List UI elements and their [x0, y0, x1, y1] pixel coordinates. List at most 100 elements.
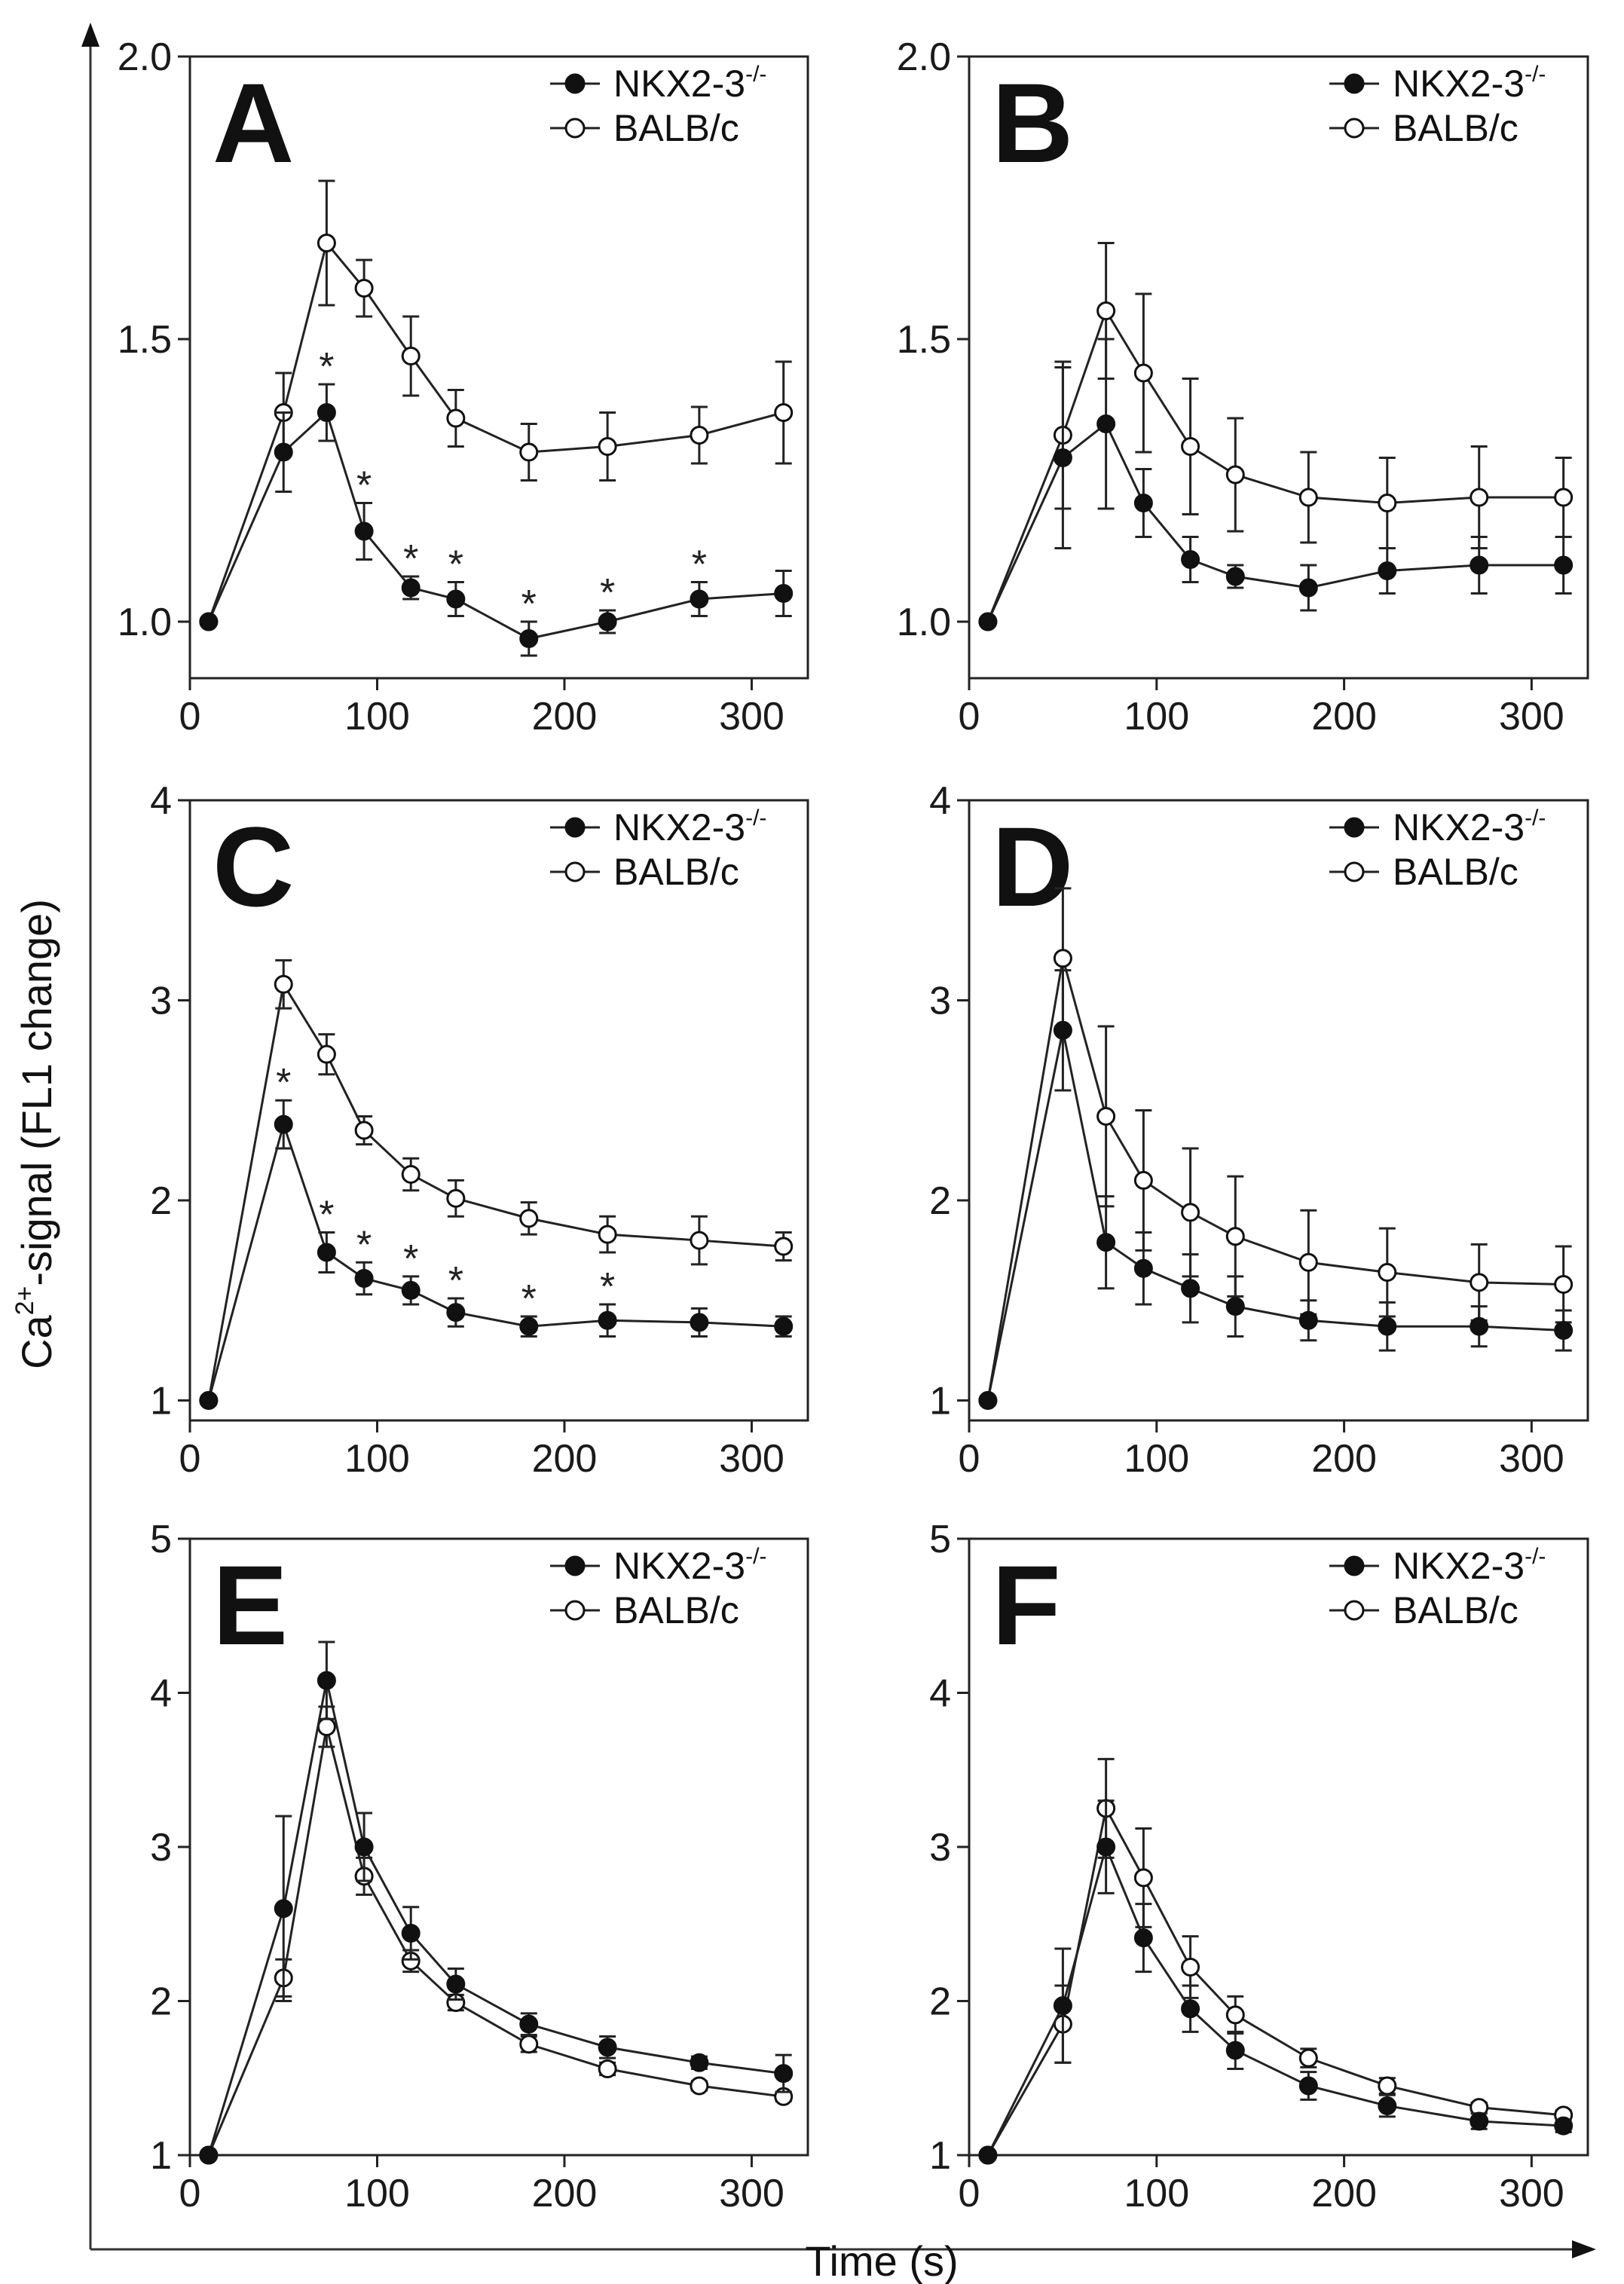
- panel-a-xtick-label-1: 100: [344, 695, 410, 738]
- panel-a-significance-star-4: *: [403, 537, 418, 581]
- panel-c-point-balbc-8: [690, 1231, 709, 1250]
- panel-a-point-balbc-2: [317, 234, 336, 252]
- panel-c-point-nkx-6: [519, 1316, 539, 1336]
- panel-a-line-nkx: [207, 410, 784, 641]
- panel-d-point-nkx-7: [1378, 1316, 1397, 1336]
- panel-f-point-nkx-3: [1133, 1928, 1153, 1948]
- panel-d-xtick-label-1: 100: [1124, 1437, 1189, 1481]
- panel-c-point-nkx-3: [354, 1269, 374, 1289]
- panel-c-point-balbc-9: [774, 1237, 794, 1256]
- panel-b-point-balbc-4: [1181, 437, 1200, 456]
- legend-marker-nkx: [564, 817, 586, 838]
- panel-f-ytick-label-0: 1: [929, 2134, 951, 2178]
- panel-e-series-balbc: [199, 1705, 794, 2165]
- panel-e-xtick-label-1: 100: [344, 2172, 410, 2215]
- panel-b-point-balbc-2: [1096, 301, 1116, 320]
- panel-a-point-nkx-6: [519, 629, 539, 648]
- panel-c-significance-star-5: *: [448, 1259, 463, 1303]
- panel-b-line-balbc: [986, 307, 1564, 622]
- panel-e-xtick-label-0: 0: [179, 2172, 201, 2215]
- panel-a-significance-star-3: *: [356, 464, 372, 508]
- panel-c-xtick-label-1: 100: [344, 1437, 410, 1481]
- panel-c-xtick-label-2: 200: [532, 1437, 598, 1481]
- panel-e-ytick-label-4: 5: [150, 1518, 172, 1561]
- panel-a-point-balbc-3: [354, 279, 374, 298]
- panel-e-ytick-label-1: 2: [150, 1980, 172, 2024]
- panel-d-point-nkx-3: [1133, 1258, 1153, 1278]
- panel-d-point-balbc-3: [1133, 1170, 1153, 1190]
- legend-label-nkx: NKX2-3-/-: [1393, 62, 1546, 105]
- panel-c-point-nkx-5: [446, 1303, 466, 1322]
- legend-marker-balbc: [564, 118, 586, 139]
- panel-e-xtick-label-2: 200: [532, 2172, 598, 2215]
- legend-marker-nkx: [564, 1555, 586, 1576]
- legend-label-balbc: BALB/c: [1393, 107, 1518, 149]
- panel-b-ytick-label-1: 1.5: [897, 318, 951, 362]
- panel-a-frame: [188, 55, 809, 680]
- panel-c-xtick-label-3: 300: [719, 1437, 784, 1481]
- panel-d-ytick-label-3: 4: [929, 779, 951, 823]
- panel-d-point-nkx-1: [1053, 1020, 1072, 1040]
- panel-a-significance-star-5: *: [448, 543, 463, 587]
- panel-c-point-nkx-7: [598, 1310, 617, 1330]
- legend-label-nkx: NKX2-3-/-: [1393, 1544, 1546, 1587]
- panel-c-significance-star-4: *: [403, 1237, 418, 1281]
- panel-e-point-nkx-7: [598, 2038, 617, 2057]
- panel-f-point-balbc-7: [1378, 2076, 1397, 2096]
- figure-y-label: Ca2+-signal (FL1 change): [11, 899, 60, 1369]
- panel-d-point-nkx-0: [978, 1390, 998, 1410]
- panel-a-point-balbc-5: [446, 408, 466, 428]
- panel-b-xtick-label-1: 100: [1124, 695, 1189, 738]
- panel-e-point-nkx-5: [446, 1974, 466, 1994]
- panel-b-legend: NKX2-3-/-BALB/c: [1329, 62, 1546, 149]
- panel-e-letter: E: [213, 1542, 288, 1668]
- panel-a-point-nkx-8: [690, 589, 709, 609]
- panel-d-frame: [968, 799, 1589, 1422]
- panel-a-point-nkx-1: [274, 442, 293, 462]
- panel-c-significance-star-7: *: [600, 1265, 615, 1309]
- panel-e-point-nkx-2: [317, 1671, 336, 1690]
- panel-c-point-nkx-0: [199, 1390, 219, 1410]
- panel-c-ytick-label-2: 3: [150, 979, 172, 1023]
- panel-f-letter: F: [992, 1542, 1061, 1668]
- panel-c-point-nkx-9: [774, 1316, 794, 1336]
- panel-d-point-balbc-1: [1053, 949, 1072, 968]
- panel-b-letter: B: [992, 60, 1073, 186]
- panel-c-point-balbc-7: [598, 1225, 617, 1244]
- legend-marker-nkx: [564, 73, 586, 94]
- panel-a-point-balbc-8: [690, 426, 709, 445]
- legend-marker-balbc: [1344, 861, 1365, 882]
- panel-c-xtick-label-0: 0: [179, 1437, 201, 1481]
- panel-f-series-balbc: [978, 1757, 1574, 2165]
- panel-b-point-nkx-1: [1053, 448, 1072, 467]
- panel-d-line-nkx: [986, 1030, 1564, 1401]
- panel-b-point-balbc-8: [1470, 488, 1489, 507]
- panel-a-point-nkx-7: [598, 612, 617, 631]
- panel-e-ytick-label-0: 1: [150, 2134, 172, 2178]
- panel-b-ytick-label-0: 1.0: [897, 601, 951, 644]
- legend-marker-balbc: [1344, 1600, 1365, 1621]
- legend-label-nkx: NKX2-3-/-: [613, 806, 766, 848]
- panel-f-point-nkx-8: [1470, 2111, 1489, 2131]
- panel-c-point-nkx-4: [401, 1280, 421, 1300]
- panel-a-letter: A: [213, 60, 294, 186]
- panel-c-series-nkx: [199, 1099, 794, 1410]
- panel-a-xtick-label-0: 0: [179, 695, 201, 738]
- panel-d-letter: D: [992, 803, 1073, 930]
- panel-f-ytick-label-1: 2: [929, 1980, 951, 2024]
- panel-c-ytick-label-3: 4: [150, 779, 172, 823]
- legend-label-nkx: NKX2-3-/-: [613, 1544, 766, 1587]
- panel-b-point-nkx-5: [1225, 567, 1245, 586]
- panel-d-line-balbc: [986, 958, 1564, 1401]
- panel-b-point-nkx-2: [1096, 414, 1116, 433]
- panel-e-legend: NKX2-3-/-BALB/c: [550, 1544, 766, 1631]
- panel-e-ytick-label-3: 4: [150, 1672, 172, 1716]
- legend-label-balbc: BALB/c: [613, 851, 739, 893]
- panel-f-point-balbc-3: [1133, 1868, 1153, 1888]
- panel-b-line-nkx: [986, 422, 1564, 622]
- panel-d-ytick-label-2: 3: [929, 979, 951, 1023]
- panel-a-xtick-label-3: 300: [719, 695, 784, 738]
- panel-d-point-balbc-9: [1554, 1274, 1574, 1294]
- panel-d-point-balbc-2: [1096, 1106, 1116, 1126]
- panel-e-point-nkx-9: [774, 2064, 794, 2084]
